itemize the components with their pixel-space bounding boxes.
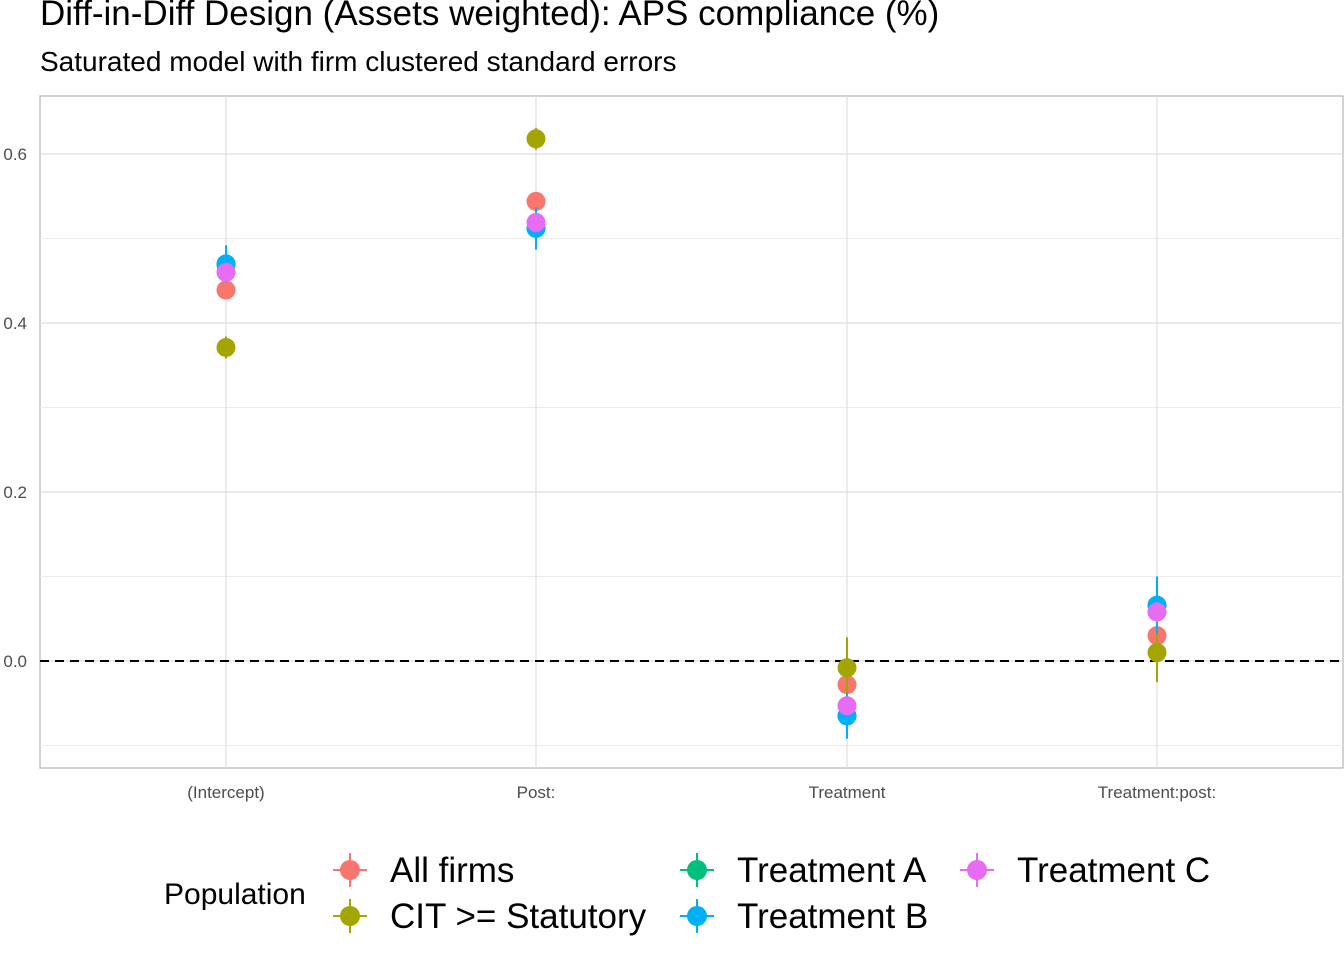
series-all-firms [216,191,1167,695]
y-tick-label: 0.0 [3,652,27,671]
legend-key-point [340,906,360,926]
chart-title: Diff-in-Diff Design (Assets weighted): A… [40,0,940,33]
grid [39,95,1344,769]
data-point [837,658,857,678]
data-point [526,191,546,211]
legend-label: Treatment C [1017,851,1210,890]
data-points [216,127,1167,739]
data-point [216,280,236,300]
legend-item: Treatment A [680,851,927,890]
legend: Population All firms CIT >= Statutory Treat… [164,851,1210,936]
axes: 0.0 0.2 0.4 0.6 (Intercept) Post: Treatment Tre… [3,145,1343,802]
y-tick-label: 0.4 [3,314,27,333]
y-tick-label: 0.2 [3,483,27,502]
data-point [837,696,857,716]
data-point [1147,643,1167,663]
data-point [526,212,546,232]
data-point [216,262,236,282]
x-tick-label: Treatment:post: [1098,783,1216,802]
x-tick-label: Post: [517,783,556,802]
legend-label: All firms [390,851,514,890]
legend-item: All firms [333,851,514,890]
y-tick-label: 0.6 [3,145,27,164]
data-point [216,338,236,358]
legend-key-point [340,860,360,880]
legend-label: Treatment A [737,851,927,890]
legend-key-point [687,906,707,926]
data-point [526,129,546,149]
legend-label: Treatment B [737,897,928,936]
legend-item: Treatment B [680,897,928,936]
data-point [1147,602,1167,622]
legend-label: CIT >= Statutory [390,897,647,936]
legend-title: Population [164,878,306,911]
legend-item: CIT >= Statutory [333,897,647,936]
legend-key-point [967,860,987,880]
series-treatment-c [216,212,1167,716]
x-tick-label: (Intercept) [187,783,264,802]
legend-item: Treatment C [960,851,1210,890]
panel-border [39,95,1344,769]
x-tick-label: Treatment [809,783,886,802]
chart-subtitle: Saturated model with firm clustered stan… [40,46,677,77]
legend-key-point [687,860,707,880]
